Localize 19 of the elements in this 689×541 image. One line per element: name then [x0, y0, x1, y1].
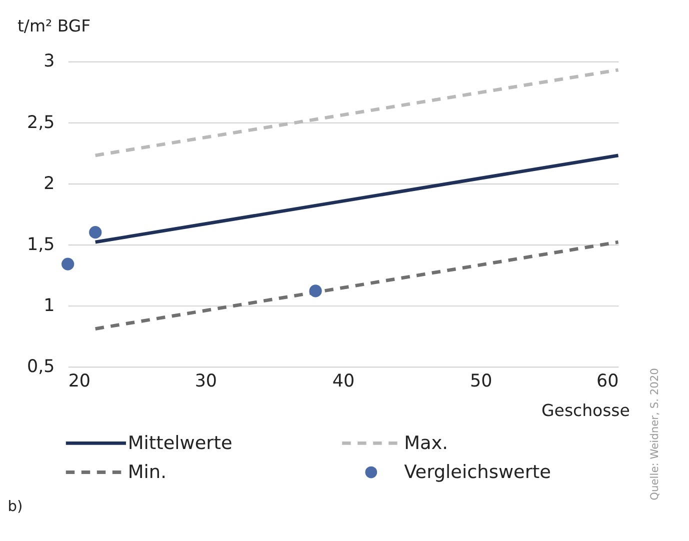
source-note: Quelle: Weidner, S. 2020 [648, 368, 661, 500]
x-tick-label: 60 [596, 371, 619, 392]
legend-label: Max. [404, 432, 448, 454]
x-axis-title: Geschosse [542, 401, 630, 420]
legend-label: Min. [128, 462, 166, 484]
y-tick-label: 2 [44, 174, 55, 194]
y-axis-title: t/m² BGF [17, 16, 91, 36]
y-tick-label: 3 [44, 52, 55, 72]
y-tick-label: 0,5 [27, 356, 55, 377]
y-tick-label: 1 [44, 296, 55, 316]
legend-label: Mittelwerte [128, 432, 232, 454]
text: b) [8, 499, 23, 516]
x-tick-label: 50 [470, 371, 492, 392]
legend-label: Vergleichswerte [404, 462, 551, 484]
y-tick-label: 2,5 [27, 112, 55, 133]
x-tick-label: 40 [332, 371, 355, 392]
x-tick-label: 20 [68, 371, 91, 392]
x-tick-label: 30 [194, 371, 218, 392]
y-tick-label: 1,5 [27, 234, 55, 255]
